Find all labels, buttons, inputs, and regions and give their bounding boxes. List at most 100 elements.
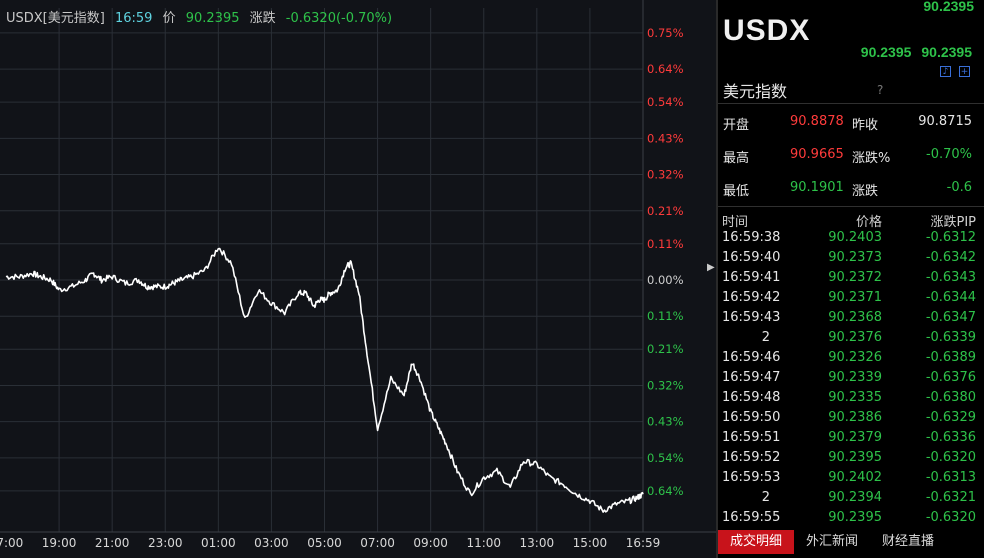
price-line [5, 247, 644, 513]
tick-row: 16:59:52 90.2395 -0.6320 [718, 450, 984, 470]
tick-row: 16:59:50 90.2386 -0.6329 [718, 410, 984, 430]
tick-row: 16:59:41 90.2372 -0.6343 [718, 270, 984, 290]
y-tick-label: 0.54% [647, 95, 684, 109]
header-price: 90.2395 [185, 11, 240, 26]
price-chart[interactable]: 0.75% 0.64% 0.54% 0.43% 0.32% 0.21% 0.11% 0.00%… [0, 0, 716, 558]
tick-change: -0.6380 [925, 390, 976, 405]
plus-icon[interactable]: + [959, 66, 970, 77]
quote-panel: 90.2395 USDX 90.2395 90.2395 ♪ + 美元指数 ? 开… [718, 0, 984, 558]
divider-line [718, 206, 984, 207]
y-tick-label: 0.32% [647, 378, 684, 392]
tick-row: 16:59:55 90.2395 -0.6320 [718, 510, 984, 530]
last-price-top: 90.2395 [923, 0, 974, 14]
tick-time: 16:59:47 [722, 370, 781, 385]
y-tick-label: 0.21% [647, 204, 684, 218]
x-tick-label: 13:00 [520, 536, 555, 550]
tick-price: 90.2376 [828, 330, 882, 345]
tick-time: 16:59:42 [722, 290, 781, 305]
tick-change: -0.6320 [925, 510, 976, 525]
help-icon[interactable]: ? [877, 83, 884, 97]
prev-close-value: 90.8715 [918, 114, 972, 129]
low-label: 最低 [723, 184, 750, 199]
y-tick-label: 0.11% [647, 237, 684, 251]
bell-icon[interactable]: ♪ [940, 66, 951, 77]
tick-change: -0.6312 [925, 230, 976, 245]
y-tick-label: 0.64% [647, 62, 684, 76]
tick-time: 16:59:43 [722, 310, 781, 325]
y-tick-label: 0.43% [647, 131, 684, 145]
tick-change: -0.6336 [925, 430, 976, 445]
tick-price: 90.2372 [828, 270, 882, 285]
tab-trade-details[interactable]: 成交明细 [718, 530, 794, 554]
tick-change: -0.6320 [925, 450, 976, 465]
instrument-name: 美元指数 [723, 82, 788, 101]
x-tick-label: 21:00 [95, 536, 130, 550]
ask-price: 90.2395 [921, 44, 972, 60]
ticks-time-header: 时间 [722, 215, 749, 230]
tick-price: 90.2386 [828, 410, 882, 425]
tab-finance-live[interactable]: 财经直播 [881, 534, 934, 549]
tick-change: -0.6389 [925, 350, 976, 365]
tick-time: 16:59:46 [722, 350, 781, 365]
tick-time: 16:59:41 [722, 270, 781, 285]
tab-forex-news[interactable]: 外汇新闻 [805, 534, 858, 549]
change-pct-label: 涨跌% [852, 151, 891, 166]
y-tick-label: 0.64% [647, 484, 684, 498]
tick-change: -0.6376 [925, 370, 976, 385]
y-tick-label: 0.11% [647, 309, 684, 323]
tick-time: 16:59:52 [722, 450, 781, 465]
tick-price: 90.2368 [828, 310, 882, 325]
tick-change: -0.6321 [925, 490, 976, 505]
tick-time: 16:59:38 [722, 230, 781, 245]
header-time: 16:59 [114, 11, 153, 26]
high-label: 最高 [723, 151, 750, 166]
bid-price: 90.2395 [860, 44, 912, 60]
tick-row: 2 90.2376 -0.6339 [718, 330, 984, 350]
tick-change: -0.6329 [925, 410, 976, 425]
open-label: 开盘 [723, 118, 750, 133]
tick-row: 16:59:43 90.2368 -0.6347 [718, 310, 984, 330]
x-tick-label: 17:00 [0, 536, 23, 550]
change-value-panel: -0.6 [946, 180, 972, 195]
bid-ask: 90.2395 90.2395 [851, 44, 972, 60]
tick-price: 90.2403 [828, 230, 882, 245]
tick-row: 16:59:42 90.2371 -0.6344 [718, 290, 984, 310]
divider-line [718, 103, 984, 104]
tick-time: 2 [761, 330, 770, 345]
tick-row: 16:59:48 90.2335 -0.6380 [718, 390, 984, 410]
tick-row: 16:59:40 90.2373 -0.6342 [718, 250, 984, 270]
x-tick-label: 15:00 [573, 536, 608, 550]
tick-price: 90.2402 [828, 470, 882, 485]
x-tick-label: 09:00 [413, 536, 448, 550]
tick-price: 90.2371 [828, 290, 882, 305]
chart-area[interactable]: 0.75% 0.64% 0.54% 0.43% 0.32% 0.21% 0.11% 0.00%… [0, 0, 716, 558]
x-tick-label: 03:00 [254, 536, 289, 550]
high-value: 90.9665 [790, 147, 844, 162]
change-pct-value: -0.70% [926, 147, 972, 162]
prev-close-label: 昨收 [852, 118, 879, 133]
tick-change: -0.6343 [925, 270, 976, 285]
change-label-panel: 涨跌 [852, 184, 879, 199]
change-label: 涨跌 [249, 11, 276, 26]
tick-price: 90.2373 [828, 250, 882, 265]
ticks-price-header: 价格 [855, 215, 882, 230]
panel-divider[interactable] [716, 0, 718, 558]
x-tick-label: 07:00 [360, 536, 395, 550]
tick-row: 16:59:38 90.2403 -0.6312 [718, 230, 984, 250]
y-tick-label: 0.00% [647, 273, 684, 287]
collapse-arrow-icon[interactable]: ▶ [707, 262, 715, 273]
panel-symbol: USDX [723, 14, 811, 47]
y-tick-label: 0.75% [647, 26, 684, 40]
tick-row: 16:59:47 90.2339 -0.6376 [718, 370, 984, 390]
open-value: 90.8878 [790, 114, 844, 129]
tick-time: 16:59:53 [722, 470, 781, 485]
tick-time: 16:59:51 [722, 430, 781, 445]
tick-change: -0.6344 [925, 290, 976, 305]
x-tick-label: 23:00 [148, 536, 183, 550]
tick-change: -0.6339 [925, 330, 976, 345]
tick-price: 90.2394 [828, 490, 882, 505]
tick-price: 90.2335 [828, 390, 882, 405]
panel-tabs: 成交明细 外汇新闻 财经直播 [718, 530, 984, 554]
tick-row: 2 90.2394 -0.6321 [718, 490, 984, 510]
x-tick-label: 01:00 [201, 536, 236, 550]
